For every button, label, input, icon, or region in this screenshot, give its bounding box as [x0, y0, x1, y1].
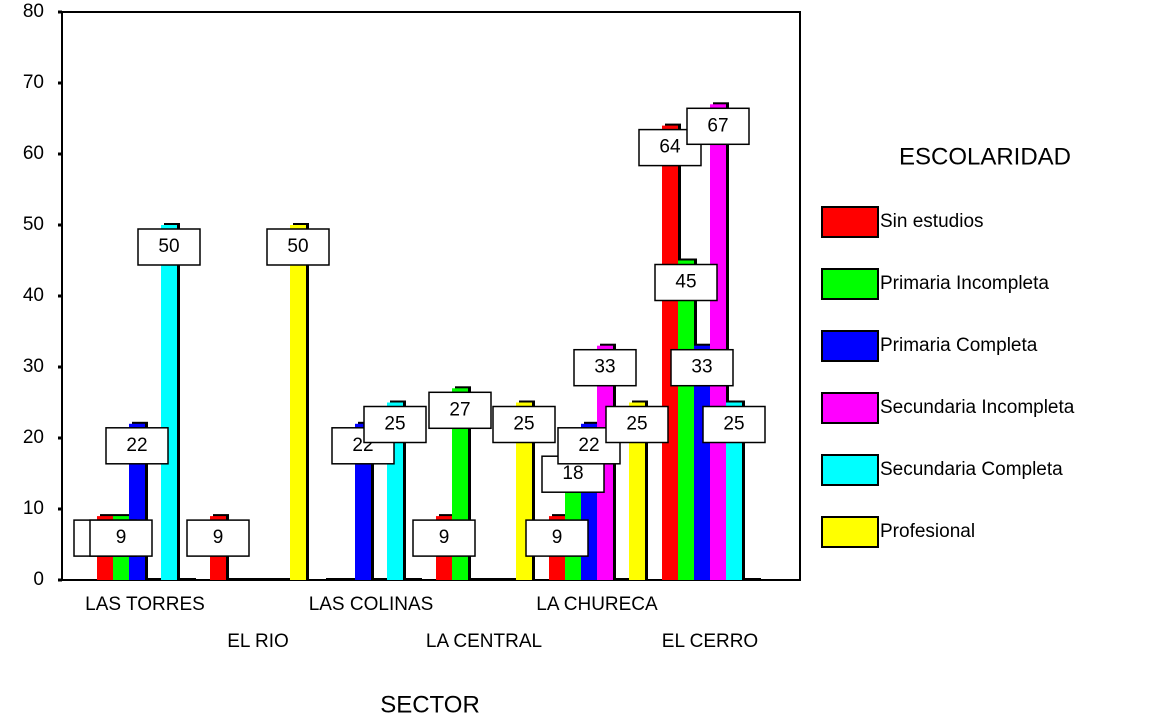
- value-label-box: [137, 228, 201, 266]
- value-label: 22: [578, 435, 599, 456]
- legend-label: Primaria Incompleta: [880, 273, 1049, 294]
- value-label-box: [428, 391, 492, 430]
- y-tick-label: 0: [33, 569, 44, 590]
- legend-label: Sin estudios: [880, 211, 984, 232]
- bar-shadow: [261, 578, 277, 580]
- value-label: 45: [675, 272, 696, 293]
- legend-swatch: [821, 268, 879, 300]
- y-tick-label: 60: [23, 143, 44, 164]
- bar-shadow: [471, 578, 487, 580]
- bar-shadow: [745, 578, 761, 580]
- bar-shadow: [487, 578, 503, 580]
- y-tick-label: 70: [23, 72, 44, 93]
- legend-swatch: [821, 392, 879, 424]
- legend-title: ESCOLARIDAD: [899, 143, 1071, 170]
- value-label: 64: [659, 137, 681, 158]
- y-tick-label: 10: [23, 498, 44, 519]
- bar: [161, 225, 177, 580]
- value-label: 25: [626, 414, 647, 435]
- legend-label: Primaria Completa: [880, 335, 1038, 356]
- bar-shadow: [229, 578, 245, 580]
- legend-label: Secundaria Incompleta: [880, 397, 1075, 418]
- value-label-box: [573, 348, 637, 387]
- bar-shadow: [374, 578, 390, 580]
- x-axis-title: SECTOR: [380, 691, 480, 718]
- value-label: 22: [126, 435, 147, 456]
- legend-swatch: [821, 454, 879, 486]
- bar-shadow: [245, 578, 261, 580]
- value-label: 9: [439, 527, 450, 548]
- bar-shadow: [406, 578, 422, 580]
- bar: [726, 402, 742, 580]
- x-tick-label: LAS COLINAS: [309, 594, 434, 615]
- value-label-box: [412, 519, 476, 557]
- bar: [678, 260, 694, 580]
- bar: [629, 402, 645, 580]
- value-label-box: [492, 405, 556, 444]
- value-label-box: [186, 519, 250, 557]
- value-label: 33: [594, 357, 615, 378]
- legend-label: Secundaria Completa: [880, 459, 1063, 480]
- bar: [290, 225, 306, 580]
- bar-shadow: [180, 578, 196, 580]
- value-label-box: [89, 519, 153, 557]
- x-tick-label: EL CERRO: [662, 631, 758, 652]
- value-label-box: [363, 405, 427, 444]
- value-label-box: [654, 263, 718, 302]
- bar-shadow: [277, 578, 293, 580]
- value-label: 33: [691, 357, 712, 378]
- value-label: 50: [287, 236, 308, 257]
- value-label-box: [266, 228, 330, 266]
- bar: [694, 345, 710, 580]
- value-label-box: [670, 348, 734, 387]
- value-label: 25: [513, 414, 534, 435]
- x-tick-label: LAS TORRES: [85, 594, 205, 615]
- y-tick-label: 30: [23, 356, 44, 377]
- value-label: 9: [116, 527, 127, 548]
- value-label: 50: [158, 236, 179, 257]
- value-label-box: [105, 427, 169, 465]
- value-label: 27: [449, 399, 470, 420]
- legend-swatch: [821, 206, 879, 238]
- bar-shadow: [616, 578, 632, 580]
- x-tick-label: LA CENTRAL: [426, 631, 542, 652]
- bar: [710, 104, 726, 581]
- value-label: 9: [552, 527, 563, 548]
- bar-shadow: [342, 578, 358, 580]
- value-label-box: [605, 405, 669, 444]
- value-label: 18: [562, 463, 583, 484]
- y-tick-label: 20: [23, 427, 44, 448]
- bar-shadow: [503, 578, 519, 580]
- value-label: 9: [213, 527, 224, 548]
- y-tick-label: 50: [23, 214, 44, 235]
- value-label-box: [702, 405, 766, 444]
- y-tick-label: 40: [23, 285, 44, 306]
- value-label: 25: [384, 414, 405, 435]
- value-label: 25: [723, 414, 744, 435]
- x-tick-label: LA CHURECA: [536, 594, 658, 615]
- x-tick-label: EL RIO: [227, 631, 289, 652]
- legend-label: Profesional: [880, 521, 975, 542]
- value-label-box: [525, 519, 589, 557]
- value-label: 67: [707, 115, 728, 136]
- legend-swatch: [821, 516, 879, 548]
- value-label-box: [686, 107, 750, 146]
- bar: [662, 125, 678, 580]
- bar-shadow: [326, 578, 342, 580]
- legend-swatch: [821, 330, 879, 362]
- y-tick-label: 80: [23, 1, 44, 22]
- bar-shadow: [148, 578, 164, 580]
